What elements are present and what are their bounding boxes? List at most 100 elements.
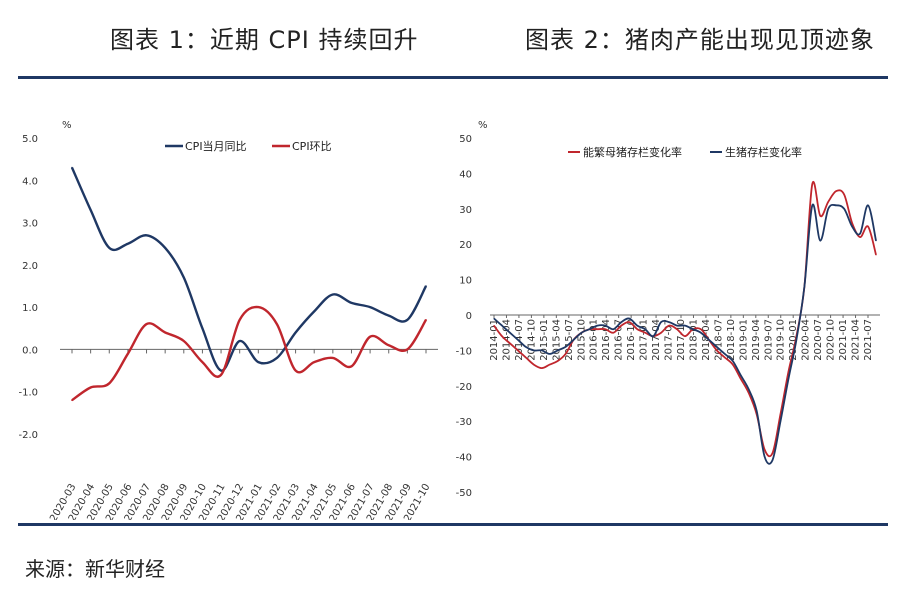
- chart2-data-point: [732, 363, 734, 366]
- source-note: 来源：新华财经: [25, 557, 165, 581]
- chart1-data-point: [350, 302, 353, 304]
- chart1-data-point: [294, 369, 297, 372]
- chart1-ytick-label: 4.0: [22, 176, 38, 187]
- chart2-data-point: [676, 325, 678, 327]
- chart1-data-point: [164, 247, 166, 249]
- chart2-ytick-label: -40: [456, 453, 472, 464]
- chart2-data-point: [819, 215, 821, 217]
- chart2-data-point: [644, 328, 646, 330]
- chart2-xtick-label: 2019-04: [751, 319, 762, 361]
- chart2-xtick-label: 2016-01: [589, 319, 600, 361]
- chart2-xtick-label: 2020-07: [813, 319, 824, 361]
- chart1-data-point: [332, 357, 334, 359]
- chart2-data-point: [819, 240, 821, 242]
- chart1-legend-label: CPI环比: [292, 140, 332, 153]
- chart1-data-point: [350, 365, 353, 368]
- chart2-xtick-label: 2021-01: [838, 319, 849, 361]
- chart2-ytick-label: 50: [459, 134, 472, 145]
- chart2-ytick-label: 0: [466, 311, 472, 322]
- chart2-xtick-label: 2016-07: [614, 319, 625, 361]
- chart1-legend-label: CPI当月同比: [185, 139, 247, 153]
- chart2-data-point: [740, 378, 742, 380]
- chart2-data-point: [867, 225, 869, 228]
- chart2-data-point: [493, 317, 495, 320]
- chart1-data-point: [220, 374, 222, 376]
- chart1-data-point: [164, 331, 166, 334]
- chart2-data-point: [620, 321, 622, 323]
- chart2-title: 图表 2：猪肉产能出现见顶迹象: [525, 26, 875, 54]
- chart1-data-point: [127, 242, 129, 245]
- chart2-xtick-label: 2017-01: [639, 319, 650, 361]
- chart2-data-point: [588, 328, 591, 330]
- chart2-data-point: [541, 349, 543, 351]
- chart1-data-point: [313, 310, 316, 313]
- chart2-data-point: [644, 332, 646, 334]
- chart2-data-point: [660, 321, 662, 323]
- chart2-data-point: [859, 232, 861, 235]
- chart2-ytick-label: -20: [456, 382, 472, 393]
- chart2-xtick-label: 2014-07: [514, 319, 525, 361]
- chart2-xtick-label: 2016-04: [601, 319, 612, 361]
- chart1-data-point: [369, 306, 371, 308]
- chart2-data-point: [716, 346, 718, 348]
- chart1-data-point: [406, 319, 409, 321]
- chart2-data-point: [620, 325, 622, 327]
- chart2-xtick-label: 2019-01: [738, 319, 749, 361]
- chart1-data-point: [387, 314, 390, 317]
- chart1-series-line-1: [71, 305, 428, 402]
- chart2-hog-inventory: % 50 40 30 20 10 0 -10 -20 -30 -40 -50 2014-01 2014-0…: [456, 120, 880, 499]
- chart2-ytick-label: 20: [459, 240, 472, 251]
- chart2-data-point: [604, 328, 607, 330]
- chart2-data-point: [827, 208, 829, 210]
- chart2-data-point: [851, 225, 853, 228]
- chart1-data-point: [201, 327, 204, 330]
- chart2-data-point: [565, 346, 567, 348]
- chart2-data-point: [660, 332, 662, 334]
- chart2-data-point: [859, 236, 861, 238]
- chart2-data-point: [572, 339, 575, 341]
- chart2-data-point: [517, 339, 519, 341]
- chart2-data-point: [740, 374, 742, 376]
- chart2-xtick-label: 2018-01: [688, 319, 699, 361]
- top-divider: [18, 76, 888, 79]
- chart2-xtick-label: 2018-10: [726, 319, 737, 361]
- chart1-unit-label: %: [62, 120, 72, 131]
- chart2-data-point: [875, 254, 877, 256]
- chart1-data-point: [108, 247, 111, 249]
- chart2-xtick-label: 2015-01: [539, 319, 550, 361]
- chart1-ytick-label: 1.0: [22, 303, 38, 314]
- chart2-data-point: [557, 349, 559, 351]
- chart1-data-point: [89, 386, 92, 389]
- chart1-data-point: [313, 361, 316, 363]
- chart1-data-point: [238, 319, 241, 321]
- chart2-data-point: [771, 452, 774, 454]
- chart1-data-point: [145, 234, 148, 237]
- chart2-data-point: [787, 378, 790, 380]
- chart2-xtick-label: 2017-10: [676, 319, 687, 361]
- chart2-data-point: [763, 448, 766, 451]
- chart2-data-point: [668, 321, 670, 323]
- chart2-data-point: [676, 328, 678, 330]
- chart2-data-point: [700, 332, 702, 334]
- chart2-data-point: [851, 222, 853, 224]
- chart2-xtick-label: 2017-07: [664, 319, 675, 361]
- chart1-data-point: [238, 340, 241, 342]
- chart2-data-point: [636, 325, 638, 327]
- chart2-data-point: [724, 353, 726, 355]
- chart2-data-point: [684, 335, 686, 337]
- chart1-ytick-label: -1.0: [18, 388, 38, 399]
- chart2-data-point: [612, 328, 614, 330]
- chart2-xtick-label: 2014-10: [526, 319, 537, 361]
- chart2-xtick-label: 2015-04: [551, 319, 562, 361]
- chart2-ytick-label: 40: [459, 169, 472, 180]
- chart1-ytick-label: -2.0: [18, 430, 38, 441]
- chart2-xtick-label: 2021-07: [863, 319, 874, 361]
- chart2-data-point: [501, 335, 503, 337]
- chart1-data-point: [71, 399, 73, 401]
- chart2-data-point: [748, 392, 750, 394]
- chart2-data-point: [533, 363, 535, 366]
- chart2-data-point: [628, 321, 630, 323]
- chart1-ytick-label: 0.0: [22, 345, 38, 356]
- chart2-data-point: [525, 356, 527, 359]
- bottom-divider: [18, 523, 888, 526]
